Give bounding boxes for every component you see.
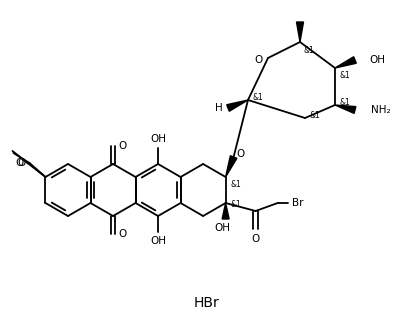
Text: Br: Br <box>291 198 302 208</box>
Text: OH: OH <box>368 55 384 65</box>
Text: O: O <box>17 158 26 168</box>
Text: O: O <box>236 149 244 159</box>
Polygon shape <box>222 203 228 219</box>
Text: O: O <box>251 234 259 244</box>
Text: NH₂: NH₂ <box>370 105 390 115</box>
Text: &1: &1 <box>230 180 241 189</box>
Text: OH: OH <box>214 223 230 233</box>
Polygon shape <box>226 100 247 111</box>
Text: &1: &1 <box>252 93 263 102</box>
Text: O: O <box>118 141 126 151</box>
Text: &1: &1 <box>339 71 350 80</box>
Text: &1: &1 <box>339 98 350 108</box>
Text: O: O <box>15 158 24 168</box>
Text: OH: OH <box>150 134 166 144</box>
Text: HBr: HBr <box>194 296 219 310</box>
Text: &1: &1 <box>309 112 320 120</box>
Text: H: H <box>215 103 223 113</box>
Text: O: O <box>254 55 262 65</box>
Polygon shape <box>225 156 236 177</box>
Text: O: O <box>118 229 126 239</box>
Text: OH: OH <box>150 236 166 246</box>
Text: &1: &1 <box>230 200 241 209</box>
Text: &1: &1 <box>303 46 314 55</box>
Polygon shape <box>334 105 355 113</box>
Polygon shape <box>296 22 303 42</box>
Polygon shape <box>334 57 356 68</box>
